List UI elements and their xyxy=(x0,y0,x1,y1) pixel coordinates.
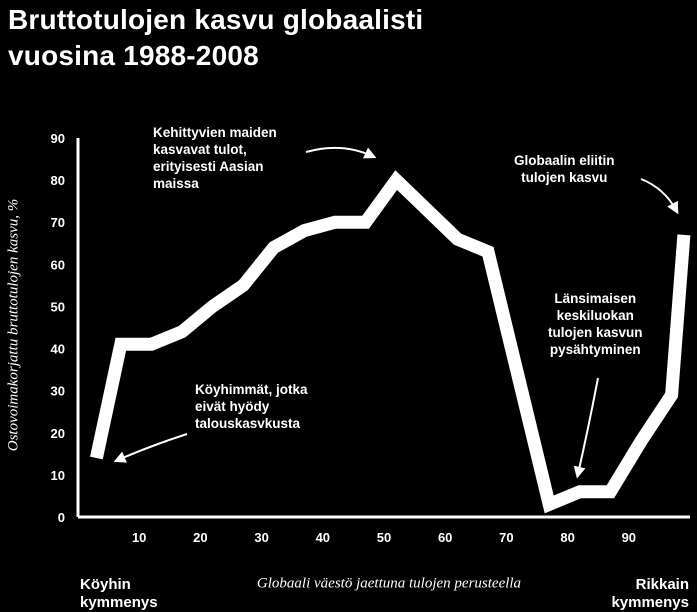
arrow-western-middle-class xyxy=(573,377,599,479)
x-tick-label: 50 xyxy=(377,530,391,545)
chart-title-line-2: vuosina 1988-2008 xyxy=(8,40,259,71)
y-tick-label: 10 xyxy=(51,468,65,483)
x-tick-label: 10 xyxy=(132,530,146,545)
y-tick-label: 20 xyxy=(51,426,65,441)
annotation-line: maissa xyxy=(153,176,199,191)
x-tick-label: 80 xyxy=(560,530,574,545)
tick-labels: 0 10 20 30 40 50 60 70 80 90 10 20 30 40 50 60 70 80 90 xyxy=(51,131,637,545)
annotation-line: keskiluokan xyxy=(556,308,634,323)
x-tick-label: 30 xyxy=(254,530,268,545)
arrow-emerging-markets xyxy=(305,146,377,159)
x-end-label-left-line-1: Köyhin xyxy=(80,576,131,593)
annotation-western-middle-class: Länsimaisen keskiluokan tulojen kasvun p… xyxy=(548,290,643,358)
x-axis-label: Globaali väestö jaettuna tulojen peruste… xyxy=(256,575,522,592)
y-tick-label: 80 xyxy=(51,173,65,188)
annotation-line: Kehittyvien maiden xyxy=(153,125,277,140)
annotation-global-elite: Globaalin eliitin tulojen kasvu xyxy=(514,152,615,186)
annotation-line: Köyhimmät, jotka xyxy=(195,382,308,397)
annotation-line: tulojen kasvun xyxy=(548,325,643,340)
y-tick-label: 90 xyxy=(51,131,65,146)
series-layer xyxy=(90,170,691,514)
x-end-label-left-line-2: kymmenys xyxy=(80,594,158,611)
annotation-emerging-markets: Kehittyvien maiden kasvavat tulot, erity… xyxy=(153,124,277,192)
y-axis-label: Ostovoimakorjattu bruttotulojen kasvu, % xyxy=(5,198,22,452)
x-end-label-right-line-1: Rikkain xyxy=(635,576,689,593)
arrow-global-elite xyxy=(640,178,679,215)
y-tick-label: 30 xyxy=(51,384,65,399)
arrow-poorest xyxy=(113,433,188,463)
annotation-line: Länsimaisen xyxy=(554,291,637,306)
annotation-arrows xyxy=(113,146,679,479)
annotation-line: erityisesti Aasian xyxy=(153,159,264,174)
annotation-line: eivät hyödy xyxy=(195,399,270,414)
annotation-line: pysähtyminen xyxy=(549,342,641,357)
y-tick-label: 40 xyxy=(51,342,65,357)
x-tick-label: 90 xyxy=(622,530,636,545)
x-end-label-left: Köyhin kymmenys xyxy=(80,576,158,612)
y-tick-label: 70 xyxy=(51,215,65,230)
x-tick-label: 60 xyxy=(438,530,452,545)
x-end-label-right-line-2: kymmenys xyxy=(611,594,689,611)
annotation-poorest: Köyhimmät, jotka eivät hyödy talouskasvk… xyxy=(195,381,308,432)
x-end-label-right: Rikkain kymmenys xyxy=(611,576,689,612)
series-line-0 xyxy=(90,170,691,514)
x-tick-label: 20 xyxy=(193,530,207,545)
y-tick-label: 0 xyxy=(58,510,65,525)
annotation-line: tulojen kasvu xyxy=(521,170,608,185)
chart-title-line-1: Bruttotulojen kasvu globaalisti xyxy=(8,4,424,35)
annotation-line: talouskasvkusta xyxy=(195,416,301,431)
x-tick-label: 70 xyxy=(499,530,513,545)
annotation-line: kasvavat tulot, xyxy=(153,142,247,157)
y-tick-label: 50 xyxy=(51,299,65,314)
x-tick-label: 40 xyxy=(316,530,330,545)
chart-title: Bruttotulojen kasvu globaalisti vuosina … xyxy=(8,2,423,74)
annotation-line: Globaalin eliitin xyxy=(514,153,615,168)
axes xyxy=(76,138,690,519)
y-tick-label: 60 xyxy=(51,257,65,272)
